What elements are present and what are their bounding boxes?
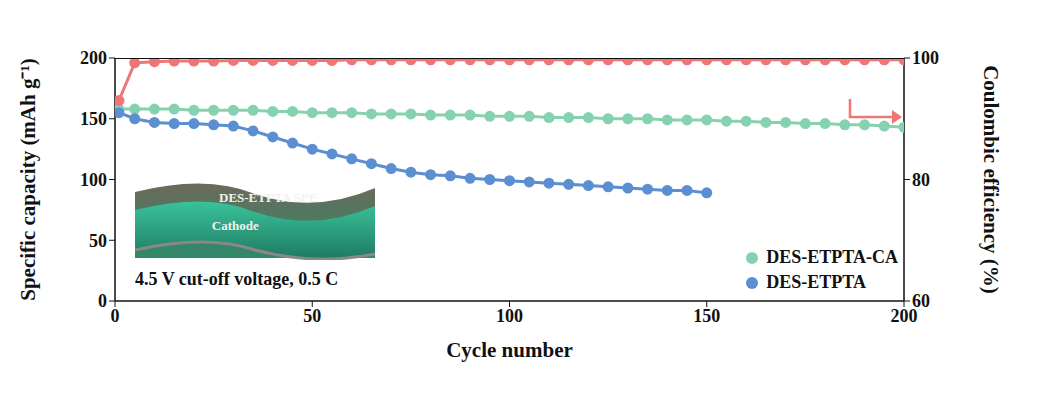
svg-text:Coulombic efficiency (%): Coulombic efficiency (%) — [979, 65, 1003, 294]
svg-text:Specific capacity (mAh g⁻¹): Specific capacity (mAh g⁻¹) — [16, 58, 40, 301]
html-text:DES-ETPTA-CA: DES-ETPTA-CA — [766, 247, 898, 267]
svg-text:50: 50 — [89, 231, 107, 251]
svg-text:0: 0 — [98, 291, 107, 311]
svg-text:0: 0 — [111, 306, 120, 326]
svg-text:DES-ETPTA SPE: DES-ETPTA SPE — [219, 190, 317, 205]
svg-text:Cycle number: Cycle number — [446, 338, 573, 362]
svg-text:100: 100 — [80, 170, 107, 190]
svg-text:200: 200 — [80, 48, 107, 68]
svg-text:Cathode: Cathode — [212, 218, 259, 233]
svg-text:100: 100 — [496, 306, 523, 326]
svg-text:150: 150 — [80, 109, 107, 129]
html-text:DES-ETPTA: DES-ETPTA — [766, 272, 866, 292]
svg-text:100: 100 — [912, 48, 939, 68]
svg-text:200: 200 — [890, 305, 918, 326]
svg-text:80: 80 — [912, 170, 930, 190]
svg-text:150: 150 — [693, 306, 720, 326]
html-text:4.5 V cut-off voltage, 0.5 C: 4.5 V cut-off voltage, 0.5 C — [135, 269, 339, 289]
svg-text:60: 60 — [912, 291, 930, 311]
svg-text:50: 50 — [303, 306, 321, 326]
